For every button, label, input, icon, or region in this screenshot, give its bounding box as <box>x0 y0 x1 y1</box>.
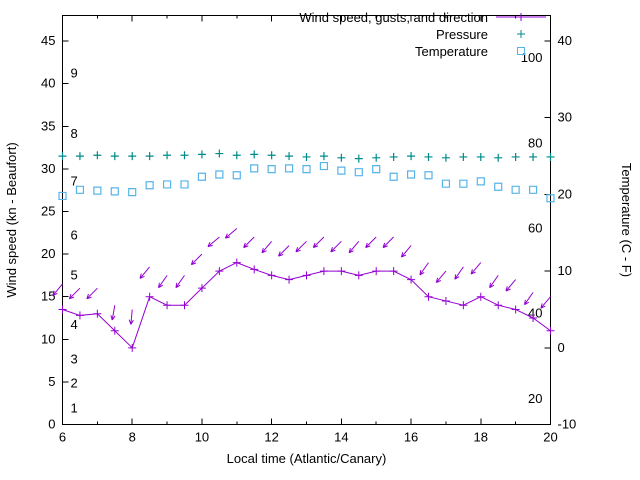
legend-plus-sample <box>517 30 525 38</box>
y-left-tick-label: 15 <box>41 289 55 304</box>
x-tick-label: 16 <box>404 430 418 445</box>
legend-square-sample <box>517 47 525 55</box>
series-pressure <box>58 149 555 163</box>
pressure-points <box>58 149 555 163</box>
y-left-tick-label: 40 <box>41 76 55 91</box>
y-left-tick-label: 25 <box>41 203 55 218</box>
legend-plus-sample <box>517 13 525 21</box>
y-right-tick-label: -10 <box>558 417 577 432</box>
x-axis-title: Local time (Atlantic/Canary) <box>227 451 387 466</box>
wind-gust-direction-arrows <box>52 228 551 325</box>
beaufort-label: 4 <box>71 317 78 332</box>
x-tick-label: 20 <box>543 430 557 445</box>
legend-label-2: Pressure <box>436 27 488 42</box>
y-left-tick-label: 30 <box>41 161 55 176</box>
beaufort-label: 3 <box>71 352 78 367</box>
x-tick-label: 10 <box>195 430 209 445</box>
y-right-tick-label: 20 <box>558 186 572 201</box>
beaufort-label: 5 <box>71 267 78 282</box>
y-left-axis-title: Wind speed (kn - Beaufort) <box>4 142 19 297</box>
y-left-tick-label: 20 <box>41 246 55 261</box>
y-left-tick-label: 0 <box>48 417 55 432</box>
series-wind <box>52 228 555 352</box>
legend-label-3: Temperature <box>415 44 488 59</box>
y-left-ticks: 0 5 10 15 20 25 30 35 40 45 <box>41 33 69 432</box>
x-axis-ticks: 6 8 10 12 14 16 18 20 <box>59 15 558 445</box>
y-left-tick-label: 10 <box>41 331 55 346</box>
beaufort-label: 6 <box>71 227 78 242</box>
fahrenheit-label: 20 <box>528 391 542 406</box>
beaufort-label: 8 <box>71 126 78 141</box>
plot-frame <box>62 15 551 425</box>
legend: Wind speed, gusts, and direction Pressure… <box>299 10 546 59</box>
beaufort-label: 2 <box>71 376 78 391</box>
temperature-points <box>58 161 555 203</box>
axis-titles: Wind speed (kn - Beaufort) Temperature (C… <box>4 142 634 466</box>
series-temperature <box>58 161 555 203</box>
x-tick-label: 8 <box>129 430 136 445</box>
y-right-tick-label: 0 <box>558 340 565 355</box>
fahrenheit-label: 80 <box>528 135 542 150</box>
y-right-axis-title: Temperature (C - F) <box>619 163 634 277</box>
y-right-tick-label: 10 <box>558 263 572 278</box>
x-tick-label: 6 <box>59 430 66 445</box>
beaufort-label: 9 <box>71 65 78 80</box>
beaufort-labels: 1 2 3 4 5 6 7 8 9 <box>71 65 78 415</box>
y-left-tick-label: 35 <box>41 118 55 133</box>
y-right-tick-label: 40 <box>558 33 572 48</box>
y-right-tick-label: 30 <box>558 110 572 125</box>
x-tick-label: 12 <box>264 430 278 445</box>
fahrenheit-label: 60 <box>528 221 542 236</box>
wind-speed-points <box>58 258 555 352</box>
fahrenheit-label: 100 <box>521 50 543 65</box>
beaufort-label: 1 <box>71 400 78 415</box>
y-left-tick-label: 5 <box>48 374 55 389</box>
beaufort-label: 7 <box>71 174 78 189</box>
x-tick-label: 18 <box>474 430 488 445</box>
x-tick-label: 14 <box>334 430 348 445</box>
y-left-tick-label: 45 <box>41 33 55 48</box>
y-right-ticks: -10 0 10 20 30 40 <box>544 33 577 432</box>
legend-label-1: Wind speed, gusts, and direction <box>299 10 488 25</box>
